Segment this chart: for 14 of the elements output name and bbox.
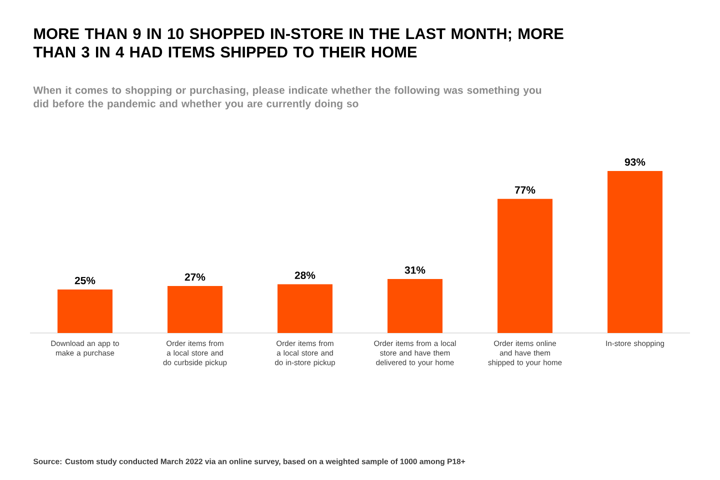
data-label: 93% <box>624 158 646 166</box>
bar <box>608 170 662 333</box>
bar <box>498 198 553 333</box>
bar <box>168 286 223 333</box>
data-label: 25% <box>74 276 96 284</box>
chart-title: MORE THAN 9 IN 10 SHOPPED IN-STORE IN THE LAST MONTH; MORE THAN 3 IN 4 HAD ITEMS SHIPPED TO THEIR HOME <box>33 28 564 58</box>
data-label: 28% <box>294 272 316 280</box>
bar <box>388 278 443 333</box>
bar <box>58 289 113 333</box>
data-label: 27% <box>184 273 206 281</box>
data-label: 31% <box>404 266 426 274</box>
bar <box>278 284 333 333</box>
data-label: 77% <box>514 186 536 194</box>
chart-subtitle: When it comes to shopping or purchasing, please indicate whether the following was something you did before the pandemic and whether you are currently doing so <box>33 86 542 110</box>
